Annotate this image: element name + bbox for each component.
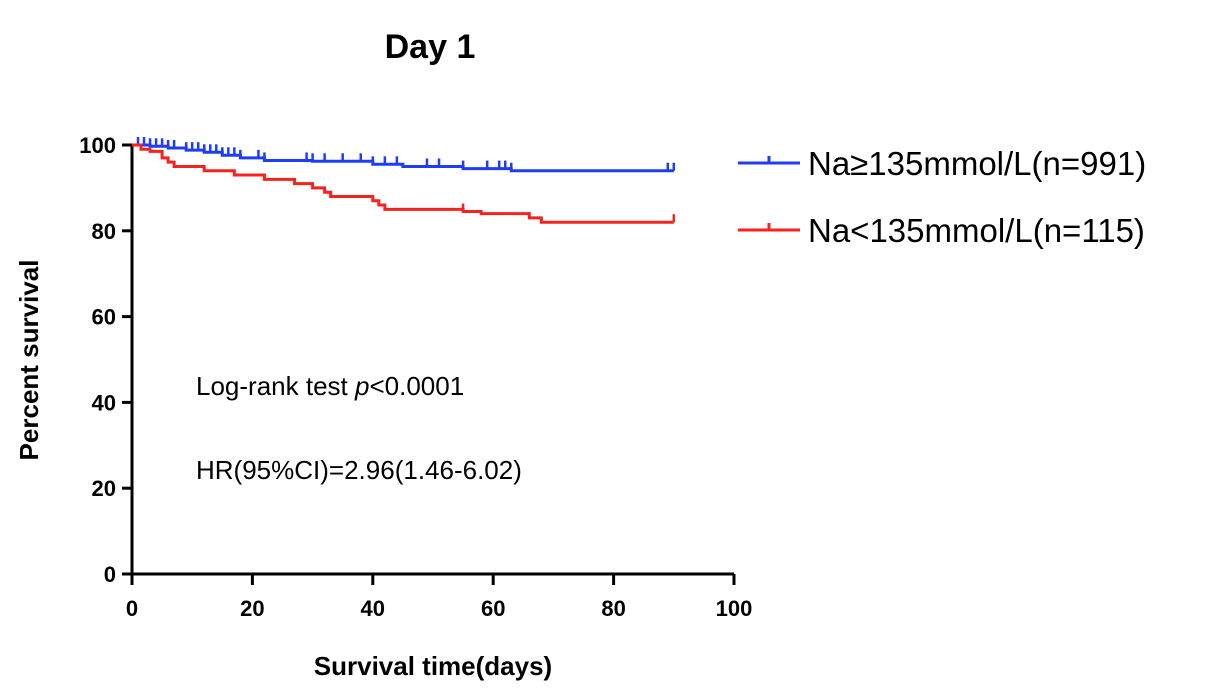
y-tick-label-3: 60 [92, 305, 116, 330]
x-tick-label-3: 60 [481, 596, 505, 621]
x-axis-title: Survival time(days) [314, 651, 552, 681]
series-line-0 [132, 143, 674, 173]
y-tick-label-4: 80 [92, 219, 116, 244]
legend-label-0: Na≥135mmol/L(n=991) [808, 145, 1146, 182]
x-tick-label-4: 80 [601, 596, 625, 621]
logrank-p-symbol: p [354, 371, 369, 401]
x-tick-label-1: 20 [240, 596, 264, 621]
y-ticks: 0 20 40 60 80 100 [79, 133, 132, 587]
y-tick-label-5: 100 [79, 133, 116, 158]
x-tick-label-2: 40 [361, 596, 385, 621]
x-tick-label-5: 100 [716, 596, 753, 621]
logrank-p-value: <0.0001 [369, 371, 464, 401]
legend-item-0: Na≥135mmol/L(n=991) [738, 145, 1146, 182]
series-0 [132, 137, 676, 173]
legend-label-1: Na<135mmol/L(n=115) [808, 212, 1145, 249]
y-axis: 0 20 40 60 80 100 [79, 133, 134, 587]
y-tick-label-0: 0 [104, 562, 116, 587]
chart-title: Day 1 [385, 28, 476, 66]
legend: Na≥135mmol/L(n=991) Na<135mmol/L(n=115) [738, 145, 1146, 249]
y-axis-title: Percent survival [14, 260, 44, 461]
x-axis: 0 20 40 60 80 100 [126, 572, 752, 621]
series-line-1 [132, 143, 674, 224]
x-tick-label-0: 0 [126, 596, 138, 621]
y-tick-label-1: 20 [92, 476, 116, 501]
legend-item-1: Na<135mmol/L(n=115) [738, 212, 1145, 249]
y-tick-label-2: 40 [92, 390, 116, 415]
hr-annotation: HR(95%CI)=2.96(1.46-6.02) [196, 455, 522, 485]
series-layer [132, 137, 676, 224]
logrank-prefix: Log-rank test [196, 371, 355, 401]
logrank-annotation: Log-rank test p<0.0001 [196, 371, 464, 401]
series-1 [132, 143, 676, 224]
x-ticks: 0 20 40 60 80 100 [126, 574, 752, 621]
